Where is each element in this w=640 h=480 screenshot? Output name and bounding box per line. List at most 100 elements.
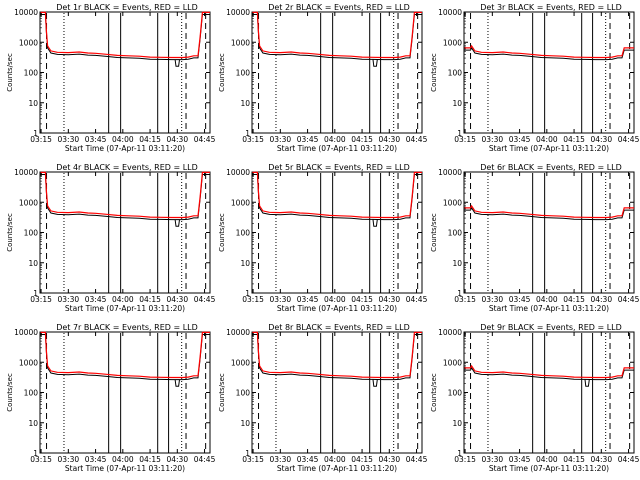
y-tick-label: 10 <box>28 259 38 268</box>
y-tick-label: 1000 <box>231 358 250 367</box>
x-tick-label: 04:45 <box>618 135 640 144</box>
y-axis-label: Counts/sec <box>6 213 14 252</box>
y-tick-label: 10000 <box>14 8 38 17</box>
y-axis-label: Counts/sec <box>218 213 226 252</box>
y-tick-label: 10000 <box>226 168 250 177</box>
series-lld-line <box>464 44 634 59</box>
y-tick-label: 1000 <box>443 38 462 47</box>
y-axis-label: Counts/sec <box>430 373 438 412</box>
y-tick-label: 100 <box>236 69 251 78</box>
x-tick-label: 04:15 <box>139 455 161 464</box>
y-tick-label: 1 <box>457 129 462 138</box>
x-tick-label: 03:15 <box>30 295 52 304</box>
x-tick-label: 04:45 <box>406 295 428 304</box>
series-events-line <box>464 367 634 381</box>
panel-title: Det 6r BLACK = Events, RED = LLD <box>480 163 622 172</box>
x-axis-label: Start Time (07-Apr-11 03:11:20) <box>65 144 185 153</box>
y-tick-label: 10 <box>240 259 250 268</box>
x-tick-label: 04:00 <box>112 135 134 144</box>
y-tick-label: 10000 <box>226 328 250 337</box>
x-tick-label: 04:00 <box>324 295 346 304</box>
x-tick-label: 03:15 <box>242 135 264 144</box>
y-tick-label: 1 <box>245 129 250 138</box>
y-tick-label: 100 <box>448 389 463 398</box>
y-tick-label: 1000 <box>443 198 462 207</box>
plot-frame <box>39 331 211 454</box>
y-tick-label: 10000 <box>226 8 250 17</box>
y-tick-label: 100 <box>24 229 39 238</box>
events-dip <box>372 379 378 387</box>
panel-det-9: Det 9r BLACK = Events, RED = LLD 1 10 100 10… <box>430 323 640 473</box>
x-tick-label: 03:45 <box>297 295 319 304</box>
y-tick-label: 10 <box>452 419 462 428</box>
events-dip <box>372 59 378 67</box>
x-tick-label: 04:15 <box>139 295 161 304</box>
x-tick-label: 03:15 <box>30 135 52 144</box>
x-tick-label: 04:15 <box>563 455 585 464</box>
x-tick-label: 03:15 <box>454 135 476 144</box>
x-tick-label: 03:45 <box>509 295 531 304</box>
x-tick-label: 04:15 <box>351 295 373 304</box>
y-tick-label: 10 <box>28 419 38 428</box>
x-tick-label: 04:15 <box>351 135 373 144</box>
panel-title: Det 5r BLACK = Events, RED = LLD <box>268 163 410 172</box>
x-tick-label: 03:45 <box>297 135 319 144</box>
series-events-line <box>252 334 422 381</box>
x-tick-label: 04:45 <box>406 135 428 144</box>
x-tick-label: 03:30 <box>270 295 292 304</box>
y-tick-label: 1000 <box>443 358 462 367</box>
x-tick-label: 04:30 <box>166 455 188 464</box>
events-dip <box>584 379 590 387</box>
x-tick-label: 04:00 <box>112 455 134 464</box>
events-dip <box>174 379 180 387</box>
x-tick-label: 03:45 <box>85 135 107 144</box>
x-axis-label: Start Time (07-Apr-11 03:11:20) <box>277 144 397 153</box>
x-tick-label: 03:30 <box>482 135 504 144</box>
y-tick-label: 1000 <box>231 198 250 207</box>
x-tick-label: 04:00 <box>536 455 558 464</box>
x-tick-label: 03:15 <box>454 295 476 304</box>
x-tick-label: 04:45 <box>194 295 216 304</box>
y-tick-label: 10 <box>452 99 462 108</box>
x-axis-label: Start Time (07-Apr-11 03:11:20) <box>277 464 397 473</box>
x-tick-label: 03:45 <box>85 295 107 304</box>
x-tick-label: 04:15 <box>563 295 585 304</box>
y-tick-label: 100 <box>24 69 39 78</box>
x-tick-label: 03:30 <box>482 455 504 464</box>
x-tick-label: 04:30 <box>590 135 612 144</box>
panel-title: Det 9r BLACK = Events, RED = LLD <box>480 323 622 332</box>
x-tick-label: 04:45 <box>618 295 640 304</box>
events-dip <box>174 59 180 67</box>
y-tick-label: 1000 <box>19 358 38 367</box>
series-events-line <box>40 14 210 61</box>
x-tick-label: 04:45 <box>194 455 216 464</box>
series-lld-line <box>252 11 422 59</box>
series-lld-line <box>252 331 422 379</box>
y-tick-label: 1 <box>33 449 38 458</box>
x-tick-label: 03:30 <box>482 295 504 304</box>
panel-det-7: Det 7r BLACK = Events, RED = LLD 1 10 100 10… <box>6 323 216 473</box>
y-tick-label: 10 <box>240 99 250 108</box>
series-lld-line <box>40 331 210 379</box>
x-axis-label: Start Time (07-Apr-11 03:11:20) <box>277 304 397 313</box>
x-tick-label: 03:45 <box>85 455 107 464</box>
series-events-line <box>40 334 210 381</box>
x-tick-label: 03:30 <box>270 135 292 144</box>
y-tick-label: 1 <box>245 449 250 458</box>
panel-title: Det 2r BLACK = Events, RED = LLD <box>268 3 410 12</box>
series-lld-line <box>464 204 634 219</box>
y-tick-label: 10000 <box>438 168 462 177</box>
plot-frame <box>251 171 423 294</box>
panel-det-2: Det 2r BLACK = Events, RED = LLD 1 10 100 10… <box>218 3 428 153</box>
events-dip <box>174 219 180 227</box>
x-tick-label: 03:15 <box>242 295 264 304</box>
y-tick-label: 100 <box>236 389 251 398</box>
events-dip <box>372 219 378 227</box>
x-tick-label: 04:00 <box>112 295 134 304</box>
series-lld-line <box>40 11 210 59</box>
x-tick-label: 03:45 <box>509 455 531 464</box>
series-events-line <box>464 207 634 221</box>
plot-frame <box>463 331 635 454</box>
y-axis-label: Counts/sec <box>430 213 438 252</box>
y-tick-label: 1000 <box>19 198 38 207</box>
